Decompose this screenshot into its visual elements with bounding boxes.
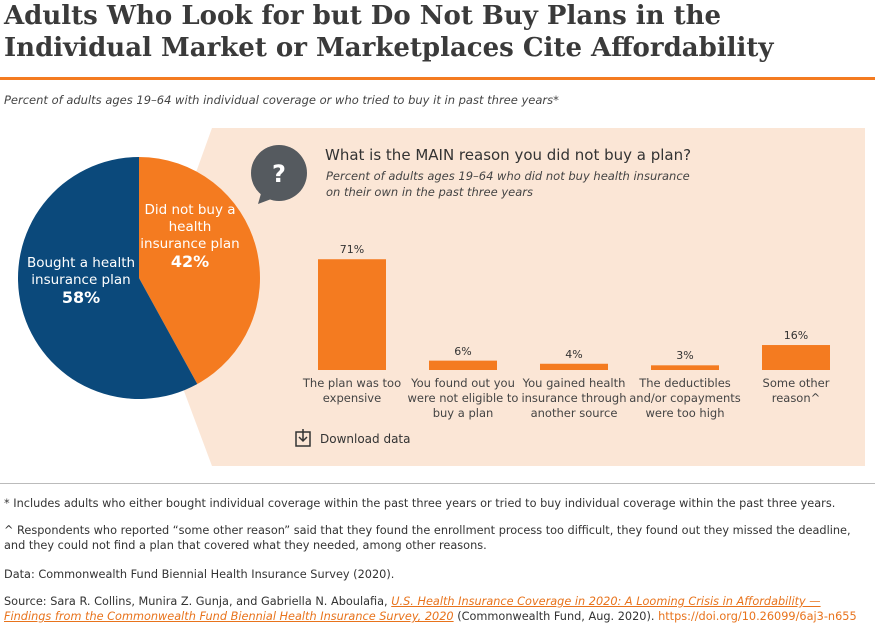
pie-slice — [17, 157, 198, 400]
doi-link[interactable]: https://doi.org/10.26099/6aj3-n655 — [658, 610, 857, 623]
source-text: (Commonwealth Fund, Aug. 2020). — [453, 610, 659, 623]
subtitle: Percent of adults ages 19–64 with indivi… — [4, 93, 559, 107]
pie-label: Did not buy a health insurance plan 42% — [140, 202, 240, 270]
value-label: 3% — [676, 349, 694, 363]
pie-label: Bought a health insurance plan 58% — [20, 255, 142, 306]
bar — [651, 365, 719, 370]
value-label: 4% — [565, 347, 583, 361]
source-text: Source: Sara R. Collins, Munira Z. Gunja… — [4, 595, 392, 608]
footer-rule — [0, 483, 875, 484]
download-link[interactable]: Download data — [320, 432, 411, 446]
note: Data: Commonwealth Fund Biennial Health … — [4, 568, 395, 581]
pie-category: Bought a health insurance plan — [26, 255, 136, 288]
bar-subtitle: Percent of adults ages 19–64 who did not… — [326, 169, 690, 199]
pie-slice — [139, 157, 260, 385]
panel — [150, 128, 865, 466]
pie-value-label: 42% — [170, 252, 210, 271]
source: Source: Sara R. Collins, Munira Z. Gunja… — [4, 594, 864, 624]
note: * Includes adults who either bought indi… — [4, 497, 836, 510]
category-label: You gained health insurance through anot… — [521, 376, 627, 420]
question-icon — [251, 145, 307, 201]
value-label: 6% — [454, 344, 472, 358]
download-icon[interactable] — [295, 429, 311, 447]
category-label: Some other reason^ — [762, 376, 830, 405]
value-label: 16% — [783, 329, 809, 343]
pie-value-label: 58% — [61, 288, 101, 307]
bar — [429, 360, 497, 370]
title-rule — [0, 77, 875, 80]
pie-category: Did not buy a health insurance plan — [140, 202, 240, 252]
bar-title: What is the MAIN reason you did not buy … — [325, 146, 692, 164]
note: ^ Respondents who reported “some other r… — [4, 524, 851, 552]
question-icon-tail — [258, 190, 274, 204]
download-arrow-head — [298, 436, 308, 443]
bar — [540, 363, 608, 370]
question-mark: ? — [272, 160, 286, 188]
category-label: You found out you were not eligible to b… — [407, 376, 519, 420]
bar — [762, 345, 830, 370]
source-link[interactable]: U.S. Health Insurance Coverage in 2020: … — [4, 595, 821, 623]
category-label: The deductibles and/or copayments were t… — [629, 376, 741, 420]
bar — [318, 259, 386, 370]
value-label: 71% — [339, 243, 365, 257]
category-label: The plan was too expensive — [302, 376, 402, 405]
title: Adults Who Look for but Do Not Buy Plans… — [4, 1, 774, 63]
